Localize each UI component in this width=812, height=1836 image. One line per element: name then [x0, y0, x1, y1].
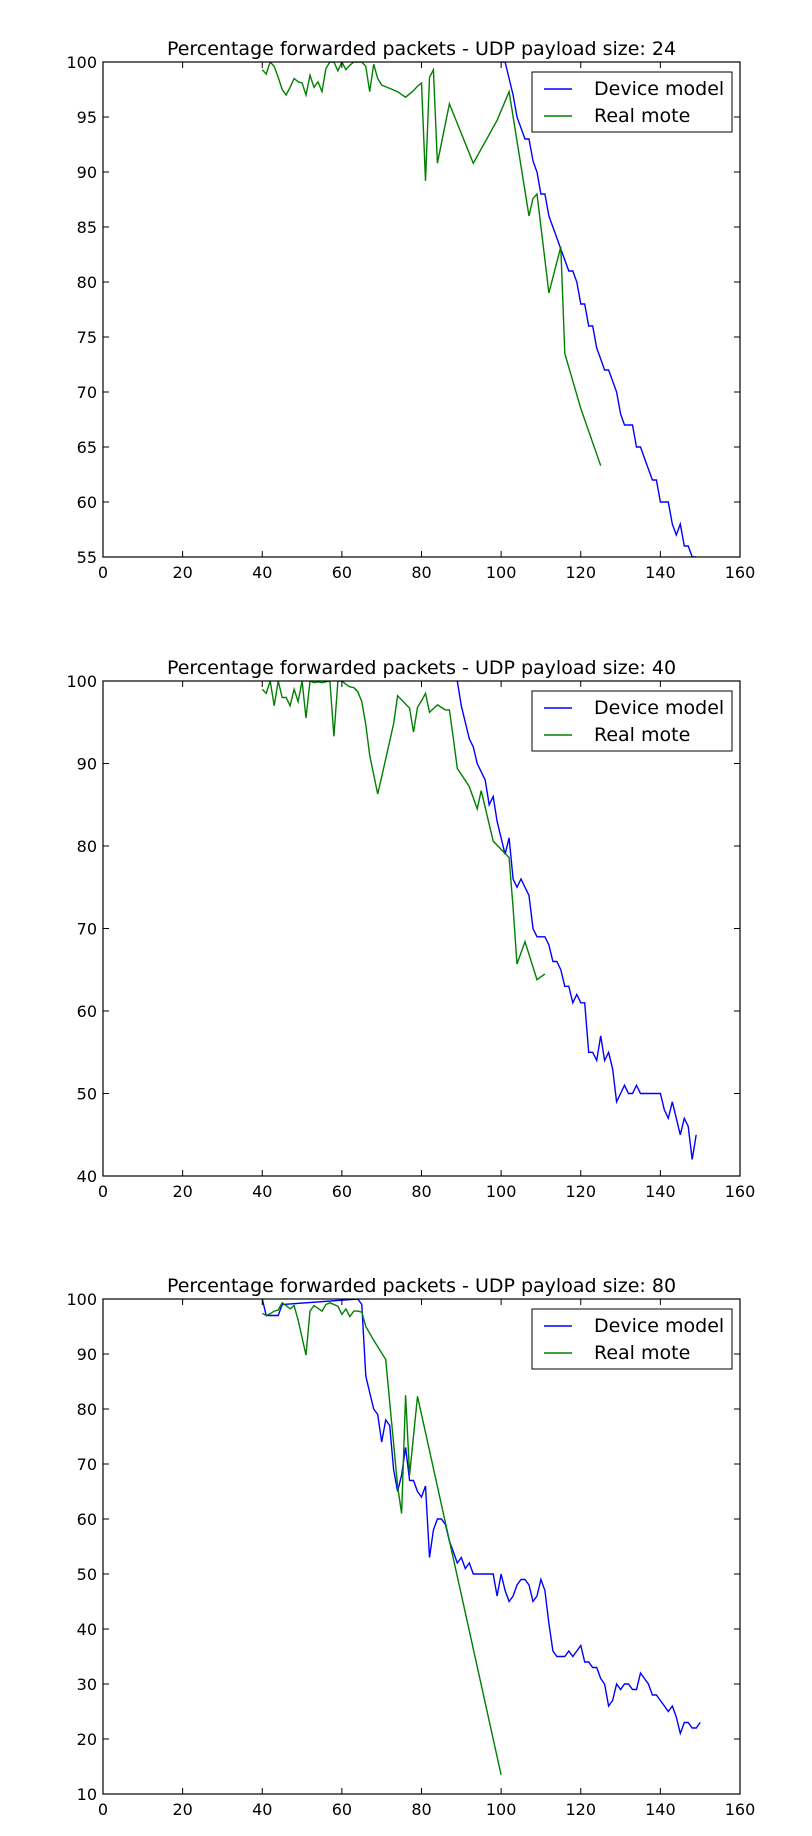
chart-title: Percentage forwarded packets - UDP paylo… — [167, 38, 676, 60]
x-tick-label: 0 — [98, 1800, 108, 1819]
y-tick-label: 50 — [77, 1085, 97, 1104]
x-tick-label: 40 — [252, 1800, 272, 1819]
y-tick-label: 100 — [66, 1290, 97, 1309]
x-tick-label: 100 — [486, 1182, 517, 1201]
y-tick-label: 70 — [77, 1455, 97, 1474]
x-tick-label: 80 — [411, 563, 431, 582]
x-tick-label: 160 — [725, 1800, 756, 1819]
y-tick-label: 80 — [77, 273, 97, 292]
legend-box — [531, 1308, 733, 1370]
chart-title: Percentage forwarded packets - UDP paylo… — [167, 1275, 676, 1297]
legend-label-device-model: Device model — [594, 1315, 724, 1337]
x-tick-label: 140 — [645, 563, 676, 582]
x-tick-label: 80 — [411, 1800, 431, 1819]
x-tick-label: 80 — [411, 1182, 431, 1201]
legend-label-real-mote: Real mote — [594, 105, 690, 127]
x-tick-label: 0 — [98, 563, 108, 582]
x-tick-label: 20 — [172, 563, 192, 582]
y-tick-label: 10 — [77, 1785, 97, 1804]
x-tick-label: 120 — [565, 1800, 596, 1819]
y-tick-label: 80 — [77, 1400, 97, 1419]
y-tick-label: 70 — [77, 920, 97, 939]
x-tick-label: 100 — [486, 1800, 517, 1819]
legend-label-real-mote: Real mote — [594, 724, 690, 746]
legend-label-real-mote: Real mote — [594, 1342, 690, 1364]
x-tick-label: 100 — [486, 563, 517, 582]
y-tick-label: 80 — [77, 837, 97, 856]
x-tick-label: 40 — [252, 1182, 272, 1201]
y-tick-label: 50 — [77, 1565, 97, 1584]
legend-label-device-model: Device model — [594, 78, 724, 100]
y-tick-label: 90 — [77, 163, 97, 182]
y-tick-label: 30 — [77, 1675, 97, 1694]
y-tick-label: 40 — [77, 1620, 97, 1639]
x-tick-label: 60 — [332, 563, 352, 582]
series-line-real-mote — [261, 62, 602, 466]
series-line-real-mote — [261, 1301, 502, 1775]
y-tick-label: 20 — [77, 1730, 97, 1749]
y-tick-label: 55 — [77, 548, 97, 567]
y-tick-label: 70 — [77, 383, 97, 402]
y-tick-label: 60 — [77, 1510, 97, 1529]
x-tick-label: 140 — [645, 1800, 676, 1819]
x-tick-label: 0 — [98, 1182, 108, 1201]
y-tick-label: 90 — [77, 1345, 97, 1364]
series-line-device-model — [456, 681, 697, 1160]
chart-panel-3: Percentage forwarded packets - UDP paylo… — [66, 1275, 755, 1819]
legend-box — [531, 71, 733, 133]
y-tick-label: 75 — [77, 328, 97, 347]
y-tick-label: 90 — [77, 755, 97, 774]
legend-box — [531, 690, 733, 752]
y-tick-label: 60 — [77, 493, 97, 512]
y-tick-label: 60 — [77, 1002, 97, 1021]
plot-frame — [102, 680, 741, 1177]
x-tick-label: 60 — [332, 1800, 352, 1819]
y-tick-label: 85 — [77, 218, 97, 237]
y-tick-label: 100 — [66, 53, 97, 72]
series-line-device-model — [501, 62, 697, 557]
x-tick-label: 120 — [565, 563, 596, 582]
chart-panel-1: Percentage forwarded packets - UDP paylo… — [66, 38, 755, 582]
x-tick-label: 40 — [252, 563, 272, 582]
legend-label-device-model: Device model — [594, 697, 724, 719]
series-line-device-model — [261, 1299, 701, 1736]
y-tick-label: 40 — [77, 1167, 97, 1186]
y-tick-label: 100 — [66, 672, 97, 691]
x-tick-label: 20 — [172, 1800, 192, 1819]
series-line-real-mote — [261, 681, 546, 981]
y-tick-label: 65 — [77, 438, 97, 457]
chart-title: Percentage forwarded packets - UDP paylo… — [167, 657, 676, 679]
chart-panel-2: Percentage forwarded packets - UDP paylo… — [66, 657, 755, 1201]
x-tick-label: 160 — [725, 1182, 756, 1201]
y-tick-label: 95 — [77, 108, 97, 127]
x-tick-label: 120 — [565, 1182, 596, 1201]
x-tick-label: 140 — [645, 1182, 676, 1201]
plot-frame — [102, 61, 741, 558]
x-tick-label: 160 — [725, 563, 756, 582]
plot-frame — [102, 1298, 741, 1795]
x-tick-label: 60 — [332, 1182, 352, 1201]
x-tick-label: 20 — [172, 1182, 192, 1201]
